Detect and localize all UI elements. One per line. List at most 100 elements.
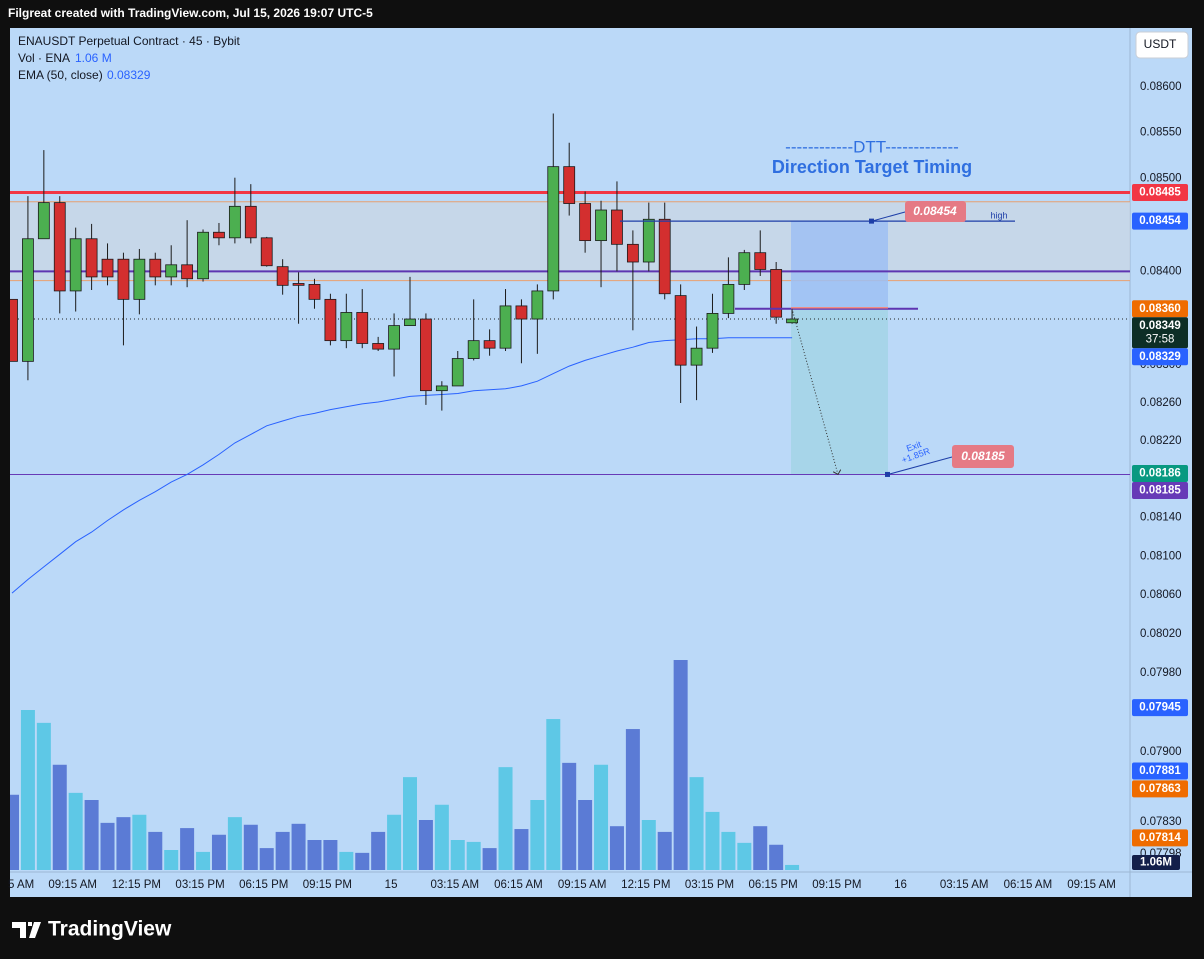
price-badge-label: 0.08360: [1139, 303, 1181, 315]
candle-body: [786, 318, 798, 324]
currency-button[interactable]: [1135, 31, 1189, 59]
y-tick-label: 0.08500: [1140, 173, 1182, 185]
legend-ema-value: 0.08329: [107, 68, 151, 82]
y-tick-label: 0.08140: [1140, 512, 1182, 524]
candle-body: [244, 205, 257, 239]
candle-body: [308, 283, 321, 300]
legend-volume-value: 1.06 M: [75, 51, 112, 65]
candle-body: [563, 166, 576, 204]
y-tick-label: 0.08600: [1140, 81, 1182, 93]
axes: 0.086000.085500.085000.084000.083000.082…: [8, 81, 1188, 891]
y-tick-label: 0.08550: [1140, 127, 1182, 139]
candle-body: [515, 305, 528, 320]
x-tick-label: 09:15 AM: [1067, 879, 1116, 891]
volume-bar: [387, 814, 402, 870]
candle-body: [197, 231, 209, 280]
candle-body: [547, 166, 560, 292]
x-tick-label: 12:15 PM: [112, 879, 161, 891]
price-badge: [1132, 464, 1188, 482]
volume-bar: [625, 729, 640, 870]
candle-body: [706, 313, 719, 349]
price-badge-label: 0.08485: [1139, 186, 1181, 198]
volume-bar: [100, 822, 115, 870]
volume-bar: [307, 840, 322, 870]
candle-body: [340, 312, 353, 342]
volume-bar: [323, 840, 338, 870]
volume-bar: [785, 864, 800, 870]
x-tick-label: 16: [894, 879, 907, 891]
countdown: 37:58: [1146, 333, 1175, 345]
x-tick-label: 03:15 PM: [685, 879, 734, 891]
y-tick-label: 0.07980: [1140, 667, 1182, 679]
volume-bar: [689, 777, 704, 870]
candle-body: [611, 209, 623, 245]
ema-line: [11, 337, 793, 594]
volume-bar: [84, 800, 99, 870]
price-badge: [1132, 780, 1188, 798]
candle-body: [738, 252, 751, 285]
x-tick-label: 12:15 PM: [621, 879, 670, 891]
candle-body: [101, 258, 114, 278]
volume-bar: [673, 660, 688, 870]
volume-bar: [68, 792, 83, 870]
volume-badge: [1132, 855, 1180, 870]
x-tick-label: 06:15 AM: [1004, 879, 1053, 891]
candle-body: [10, 298, 18, 362]
volume-bar: [609, 826, 624, 870]
candle-body: [292, 283, 305, 286]
volume-bar: [227, 817, 242, 870]
volume-bar: [180, 828, 195, 870]
volume-bar: [148, 831, 163, 870]
candle-body: [674, 295, 687, 366]
volume-bar: [482, 848, 497, 870]
volume-bar: [641, 820, 656, 870]
volume-bar: [403, 777, 417, 870]
volume-bar: [450, 840, 465, 870]
candle-body: [420, 318, 432, 392]
candle-body: [356, 312, 369, 344]
target-price-label: 0.08185: [961, 449, 1005, 463]
y-tick-label: 0.08100: [1140, 550, 1182, 562]
candle-body: [435, 385, 448, 392]
legend-ema: EMA (50, close): [18, 68, 103, 82]
price-badge: [1132, 348, 1188, 366]
candle-body: [483, 340, 496, 349]
candle-body: [451, 358, 464, 387]
candle-body: [133, 258, 146, 300]
volume-bar: [514, 829, 529, 870]
candle-body: [181, 264, 194, 280]
price-badge-label: 0.08185: [1139, 485, 1181, 497]
y-tick-label: 0.07900: [1140, 746, 1182, 758]
dtt-title: ------------DTT-------------: [785, 137, 959, 156]
connector: [871, 211, 906, 222]
volume-bar: [705, 811, 720, 870]
price-badge: [1132, 762, 1188, 780]
x-tick-label: 15: [385, 879, 398, 891]
volume-bar: [753, 826, 768, 870]
legend-symbol: ENAUSDT Perpetual Contract · 45 · Bybit: [18, 34, 241, 48]
candle-body: [37, 202, 50, 240]
candle-body: [85, 238, 98, 278]
legend-volume: Vol · ENA: [18, 51, 70, 65]
candle-body: [117, 258, 130, 300]
x-tick-label: 03:15 AM: [940, 879, 989, 891]
volume-bar: [339, 851, 354, 870]
volume-bar: [36, 722, 51, 870]
high-text: high: [990, 210, 1007, 220]
volume-bar: [721, 831, 736, 870]
price-badge: [905, 201, 966, 222]
currency[interactable]: USDT: [1144, 37, 1177, 51]
y-tick-label: 0.08400: [1140, 265, 1182, 277]
volume-bar: [530, 800, 545, 870]
candle-body: [276, 266, 289, 286]
y-tick-label: 0.07830: [1140, 816, 1182, 828]
volume-bar: [594, 764, 609, 870]
x-tick-label: 06:15 PM: [749, 879, 798, 891]
candle-body: [53, 202, 66, 292]
volume-bar: [657, 831, 672, 870]
volume-bar: [10, 794, 19, 870]
candle-body: [658, 218, 671, 295]
candle-body: [626, 243, 639, 263]
candle-body: [690, 347, 703, 366]
